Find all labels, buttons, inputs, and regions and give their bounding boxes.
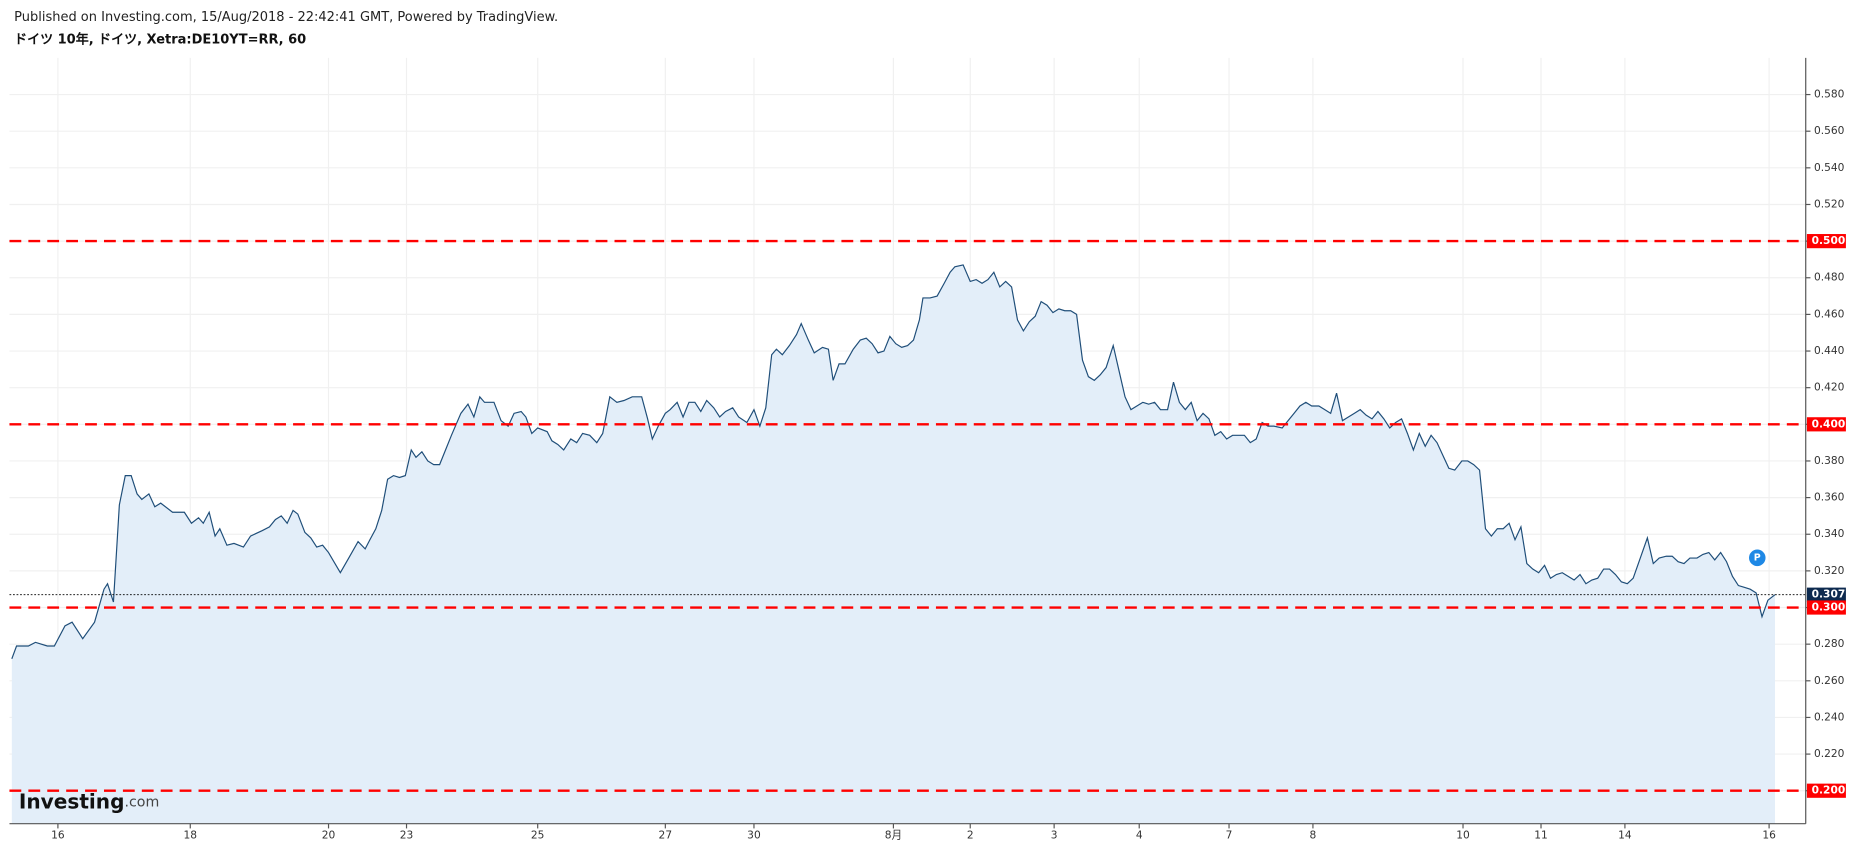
x-tick-label: 30 — [747, 829, 761, 842]
y-tick-label: 0.320 — [1814, 564, 1845, 577]
y-tick-label: 0.380 — [1814, 454, 1845, 467]
x-tick-label: 20 — [322, 829, 336, 842]
source-note: Published on Investing.com, 15/Aug/2018 … — [14, 10, 558, 25]
x-tick-label: 27 — [659, 829, 673, 842]
level-label: 0.300 — [1812, 601, 1846, 614]
y-tick-label: 0.220 — [1814, 747, 1845, 760]
level-badge — [1806, 417, 1846, 432]
x-tick-label: 4 — [1136, 829, 1143, 842]
level-label: 0.400 — [1812, 417, 1846, 430]
chart-title: ドイツ 10年, ドイツ, Xetra:DE10YT=RR, 60 — [14, 32, 306, 48]
x-tick-label: 18 — [183, 829, 197, 842]
annotation-label: P — [1754, 552, 1761, 563]
plot: P — [9, 239, 1806, 824]
y-tick-label: 0.420 — [1814, 381, 1845, 394]
level-badge — [1806, 234, 1846, 249]
last-price-label: 0.307 — [1812, 588, 1846, 601]
x-tick-label: 2 — [967, 829, 974, 842]
x-tick-label: 8月 — [885, 829, 902, 842]
logo-main: Investing — [19, 789, 125, 813]
x-tick-label: 14 — [1618, 829, 1632, 842]
x-tick-label: 23 — [400, 829, 414, 842]
x-tick-label: 7 — [1226, 829, 1233, 842]
logo-suffix: .com — [124, 794, 159, 810]
level-label: 0.500 — [1812, 234, 1846, 247]
level-badge — [1806, 783, 1846, 798]
last-price-badge — [1806, 587, 1846, 602]
x-tick-label: 3 — [1051, 829, 1058, 842]
level-badge — [1806, 600, 1846, 615]
y-tick-label: 0.480 — [1814, 271, 1845, 284]
y-tick-label: 0.460 — [1814, 307, 1845, 320]
annotation-badge — [1749, 549, 1766, 567]
logo: Investing.com — [19, 789, 159, 813]
y-tick-label: 0.580 — [1814, 88, 1845, 101]
y-tick-label: 0.520 — [1814, 197, 1845, 210]
y-tick-label: 0.280 — [1814, 637, 1845, 650]
y-tick-label: 0.260 — [1814, 674, 1845, 687]
y-tick-label: 0.340 — [1814, 527, 1845, 540]
y-tick-label: 0.360 — [1814, 491, 1845, 504]
line — [11, 264, 1776, 660]
x-tick-label: 16 — [1762, 829, 1776, 842]
x-tick-label: 8 — [1310, 829, 1317, 842]
area — [11, 264, 1776, 824]
y-tick-label: 0.560 — [1814, 124, 1845, 137]
x-tick-label: 10 — [1456, 829, 1470, 842]
y-tick-label: 0.440 — [1814, 344, 1845, 357]
x-tick-label: 16 — [51, 829, 65, 842]
x-tick-label: 25 — [531, 829, 545, 842]
x-tick-label: 11 — [1534, 829, 1548, 842]
y-tick-label: 0.540 — [1814, 161, 1845, 174]
level-label: 0.200 — [1812, 784, 1846, 797]
y-tick-label: 0.240 — [1814, 710, 1845, 723]
axes: 0.200 0.220 0.240 0.260 0.280 0.300 0.320 0.340… — [9, 57, 1846, 842]
